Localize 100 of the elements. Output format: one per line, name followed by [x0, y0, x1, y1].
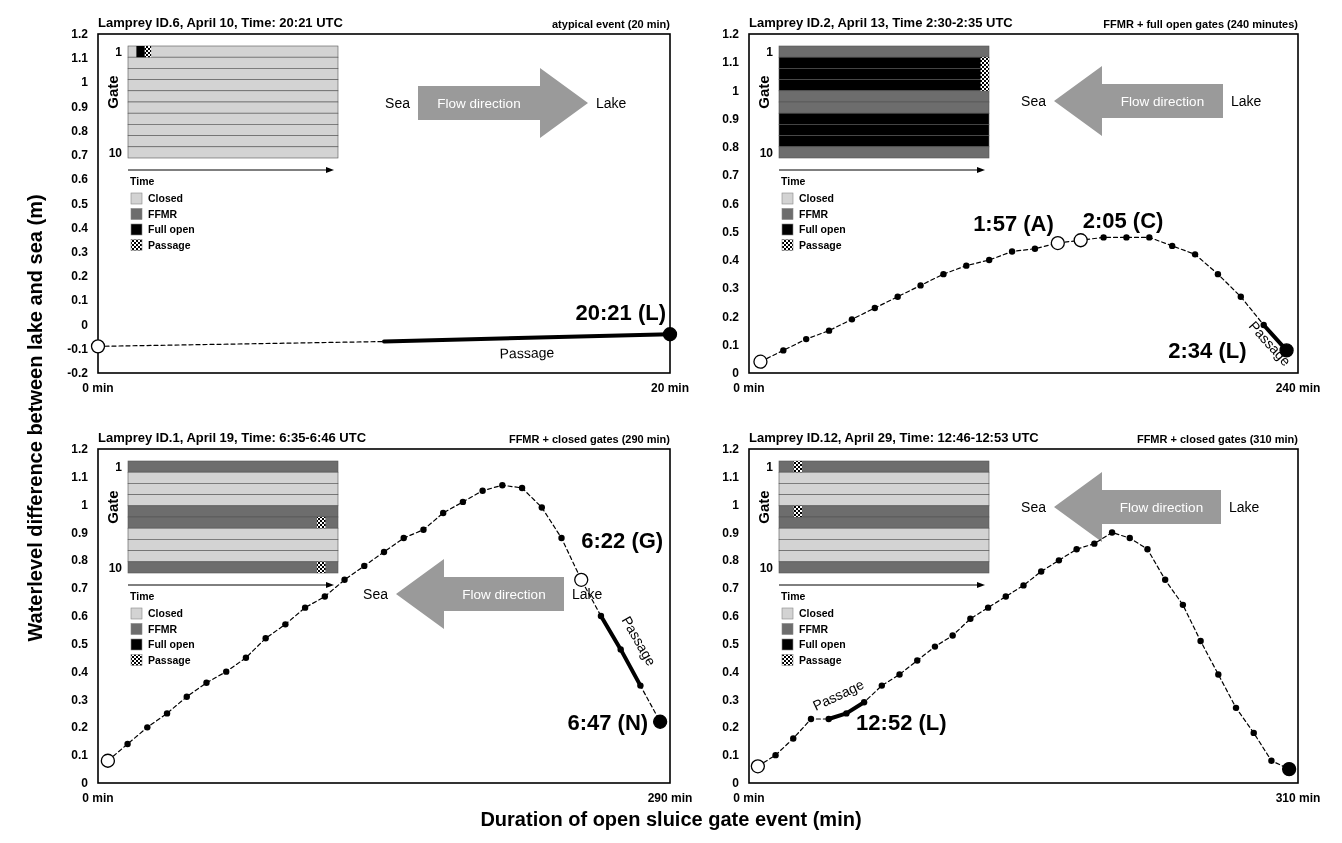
- annotation: Full open: [148, 638, 195, 650]
- point: [124, 740, 131, 748]
- y-tick-label: -0.2: [67, 366, 89, 380]
- y-tick-label: 1: [732, 83, 740, 98]
- annotation: Time: [130, 175, 155, 187]
- point: [753, 354, 768, 369]
- annotation: Sea: [1021, 499, 1047, 515]
- point: [1237, 293, 1245, 300]
- y-tick-label: 0.5: [71, 196, 89, 211]
- point: [100, 753, 116, 768]
- annotation: 6:22 (G): [581, 527, 664, 553]
- point: [1126, 534, 1133, 542]
- y-tick-label: 0.8: [71, 123, 89, 138]
- annotation: 1: [115, 460, 123, 475]
- chart-title: Lamprey ID.1, April 19, Time: 6:35-6:46 UTC: [98, 430, 367, 445]
- annotation: Flow direction: [1119, 500, 1204, 515]
- annotation: FFMR: [799, 622, 829, 635]
- chart-subtitle: atypical event (20 min): [552, 18, 671, 30]
- x-tick-label: 290 min: [647, 791, 693, 805]
- annotation: FFMR: [148, 622, 178, 635]
- y-tick-label: 1.1: [722, 469, 740, 484]
- point: [1179, 601, 1187, 609]
- annotation: Passage: [148, 653, 191, 666]
- annotation: Closed: [799, 607, 835, 619]
- point: [1038, 568, 1045, 575]
- point: [1146, 234, 1153, 241]
- point: [878, 682, 886, 689]
- point: [984, 604, 992, 611]
- annotation: FFMR: [148, 207, 178, 220]
- point: [1197, 637, 1204, 645]
- annotation: 2:34 (L): [1168, 338, 1247, 364]
- point: [163, 710, 171, 717]
- y-tick-label: 0.5: [722, 636, 740, 651]
- point: [896, 671, 903, 678]
- point: [780, 347, 787, 354]
- point: [1144, 546, 1151, 553]
- y-tick-label: 1: [81, 75, 89, 90]
- chart-title: Lamprey ID.12, April 29, Time: 12:46-12:53 UTC: [749, 430, 1040, 445]
- annotation: 10: [108, 560, 123, 575]
- y-tick-label: 0.8: [722, 553, 740, 568]
- point: [301, 604, 309, 611]
- point: [282, 621, 289, 628]
- point: [1250, 729, 1257, 737]
- point: [558, 534, 565, 542]
- x-tick-label: 0 min: [733, 791, 765, 805]
- point: [963, 262, 970, 269]
- annotation: Full open: [148, 223, 195, 235]
- y-tick-label: 0.2: [71, 720, 89, 735]
- y-tick-label: 0.7: [722, 581, 740, 596]
- point: [914, 657, 921, 664]
- point: [790, 735, 797, 742]
- y-tick-label: 0.1: [71, 293, 89, 308]
- y-tick-label: -0.1: [67, 341, 89, 356]
- point: [1020, 582, 1027, 589]
- annotation: Passage: [499, 344, 555, 362]
- point: [1031, 245, 1039, 252]
- annotation: Closed: [148, 607, 184, 619]
- point: [1008, 248, 1016, 255]
- point: [538, 504, 545, 511]
- point: [1073, 233, 1088, 248]
- annotation: Passage: [148, 238, 191, 251]
- y-tick-label: 0.8: [71, 553, 89, 568]
- y-tick-label: 0.7: [71, 148, 89, 163]
- annotation: Lake: [572, 586, 603, 602]
- y-tick-label: 1.1: [71, 51, 89, 66]
- annotation: 10: [759, 560, 774, 575]
- point: [1214, 270, 1222, 278]
- y-tick-label: 0.9: [722, 111, 740, 126]
- point: [802, 335, 810, 343]
- x-tick-label: 0 min: [82, 791, 114, 805]
- chart-subtitle: FFMR + full open gates (240 minutes): [1103, 18, 1299, 30]
- y-tick-label: 0.7: [71, 581, 89, 596]
- point: [917, 282, 924, 289]
- point: [1055, 557, 1063, 564]
- y-tick-label: 0.4: [722, 664, 740, 679]
- point: [574, 572, 589, 587]
- x-tick-label: 0 min: [82, 381, 114, 395]
- x-tick-label: 0 min: [733, 381, 765, 395]
- annotation: Passage: [799, 238, 842, 251]
- y-tick-label: 0.7: [722, 168, 740, 183]
- point: [949, 632, 956, 639]
- point: [1073, 546, 1080, 553]
- annotation: Sea: [363, 586, 389, 602]
- annotation: 1: [115, 45, 123, 60]
- point: [1123, 234, 1130, 241]
- annotation: Gate: [104, 490, 121, 524]
- y-tick-label: 0.9: [71, 99, 89, 114]
- x-tick-label: 310 min: [1275, 791, 1321, 805]
- y-tick-label: 0.1: [722, 337, 740, 352]
- point: [439, 509, 447, 517]
- point: [1050, 235, 1065, 251]
- point: [499, 481, 506, 489]
- annotation: Lake: [596, 95, 627, 111]
- point: [459, 498, 467, 506]
- y-tick-label: 0.5: [722, 224, 740, 239]
- annotation: 1: [766, 460, 774, 475]
- x-tick-label: 240 min: [1275, 381, 1321, 395]
- chart-title: Lamprey ID.6, April 10, Time: 20:21 UTC: [98, 15, 344, 30]
- chart-title: Lamprey ID.2, April 13, Time 2:30-2:35 UTC: [749, 15, 1014, 30]
- point: [1168, 242, 1176, 250]
